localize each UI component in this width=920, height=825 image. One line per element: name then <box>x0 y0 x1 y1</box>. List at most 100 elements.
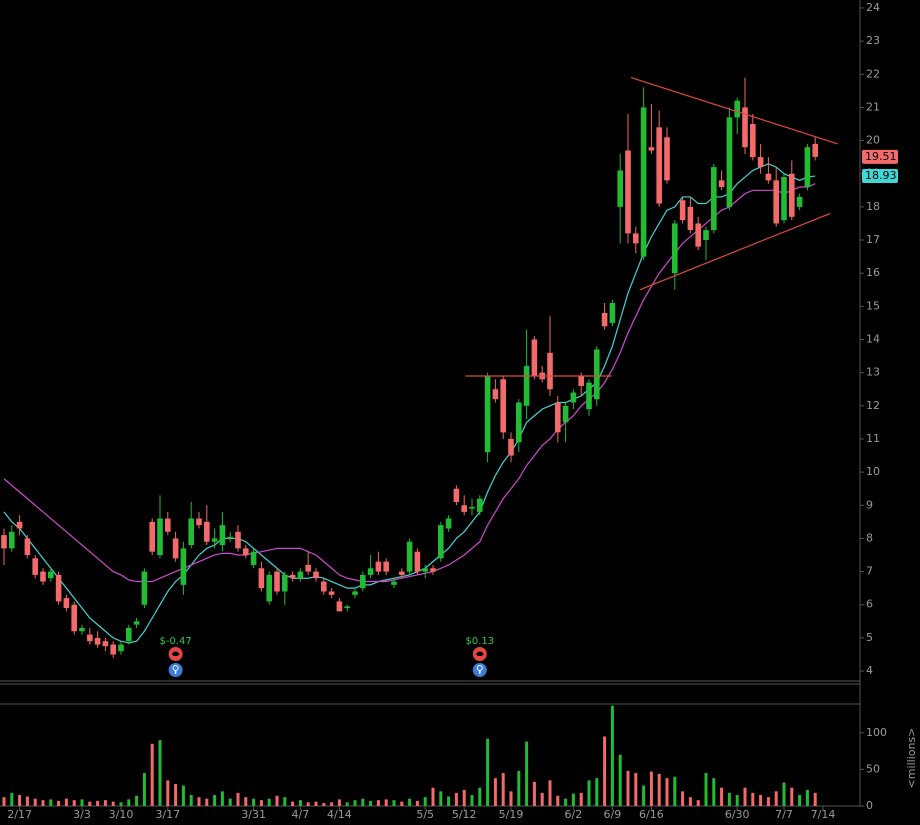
candle-body <box>664 137 670 181</box>
volume-bar <box>384 799 388 806</box>
candle-body <box>297 571 304 579</box>
candle-body <box>570 392 577 403</box>
candle-body <box>679 200 686 221</box>
volume-bar <box>88 801 92 806</box>
volume-bar <box>478 787 482 806</box>
candle-body <box>32 558 38 575</box>
candle-body <box>453 488 460 502</box>
volume-bar <box>213 795 217 806</box>
candle-body <box>336 601 343 612</box>
volume-bar <box>759 795 763 806</box>
candle-body <box>211 538 218 542</box>
volume-bar <box>25 796 29 806</box>
candle-body <box>625 150 631 234</box>
candle-body <box>383 561 389 572</box>
volume-bar <box>64 798 68 806</box>
volume-bar <box>649 771 653 806</box>
x-tick-label: 7/14 <box>811 808 836 821</box>
volume-bar <box>665 778 669 806</box>
volume-bar <box>696 800 700 806</box>
y-tick-label: 22 <box>866 67 880 80</box>
volume-bar <box>610 705 614 806</box>
volume-bar <box>10 792 14 806</box>
y-tick-label: 10 <box>866 465 880 478</box>
volume-bar <box>291 801 295 806</box>
candle-body <box>523 366 530 406</box>
volume-bar <box>236 792 240 806</box>
volume-bar <box>681 791 685 806</box>
volume-bar <box>743 787 747 806</box>
volume-bar <box>337 799 341 806</box>
volume-bar <box>80 799 84 806</box>
volume-bar <box>314 801 318 806</box>
volume-bar <box>727 792 731 806</box>
volume-bar <box>228 798 232 806</box>
candle-body <box>282 574 288 592</box>
candle-body <box>165 518 171 532</box>
volume-bar <box>509 791 513 806</box>
trendline <box>639 212 831 291</box>
volume-bar <box>525 741 529 806</box>
volume-bar <box>197 797 201 806</box>
candle-body <box>438 525 444 559</box>
earnings-label: $-0.47 <box>159 636 191 647</box>
volume-bar <box>564 798 568 806</box>
candle-body <box>87 634 93 642</box>
y-tick-label: 12 <box>866 399 880 412</box>
volume-bar <box>720 787 724 806</box>
bulb-glyph <box>172 665 179 671</box>
trendline <box>630 77 839 145</box>
volume-bar <box>392 800 396 806</box>
bulb-glyph <box>476 665 483 671</box>
volume-bar <box>275 795 279 806</box>
candle-body <box>757 157 764 168</box>
volume-bar <box>540 792 544 806</box>
x-tick-label: 6/16 <box>639 808 664 821</box>
candle-body <box>500 379 506 433</box>
y-tick-label: 20 <box>866 134 880 147</box>
volume-bar <box>571 793 575 806</box>
candle-body <box>149 521 155 552</box>
volume-bar <box>587 780 591 806</box>
volume-bar <box>634 773 638 806</box>
volume-bar <box>205 798 209 806</box>
volume-bar <box>556 795 560 806</box>
volume-bar <box>805 789 809 806</box>
candle-body <box>804 147 811 187</box>
candle-body <box>586 382 592 410</box>
candle-body <box>40 571 46 582</box>
candle-body <box>578 375 584 386</box>
y-tick-label: 4 <box>866 664 873 677</box>
volume-bar <box>493 778 497 806</box>
volume-bar <box>618 754 622 806</box>
phone-glyph <box>475 651 484 656</box>
y-tick-label: 18 <box>866 200 880 213</box>
volume-bar <box>369 800 373 806</box>
y-tick-label: 21 <box>866 100 880 113</box>
candle-body <box>141 571 148 605</box>
volume-bar <box>603 736 607 806</box>
candle-body <box>484 375 491 453</box>
volume-bar <box>782 782 786 806</box>
candle-body <box>508 438 514 456</box>
volume-bar <box>220 791 224 806</box>
candle-body <box>562 405 569 423</box>
candle-body <box>734 100 740 118</box>
candle-body <box>796 196 803 207</box>
candle-body <box>672 223 678 274</box>
candle-body <box>243 548 249 556</box>
volume-bar <box>798 795 802 806</box>
candle-body <box>266 574 272 602</box>
volume-bar <box>813 792 817 806</box>
volume-bar <box>548 780 552 806</box>
volume-bar <box>735 795 739 806</box>
volume-bar <box>150 743 154 806</box>
candle-body <box>594 349 600 400</box>
candle-body <box>344 606 350 609</box>
volume-bar <box>252 798 256 806</box>
candle-body <box>328 591 335 595</box>
phone-glyph <box>171 651 180 656</box>
y-tick-label: 8 <box>866 531 873 544</box>
volume-bar <box>688 797 692 806</box>
